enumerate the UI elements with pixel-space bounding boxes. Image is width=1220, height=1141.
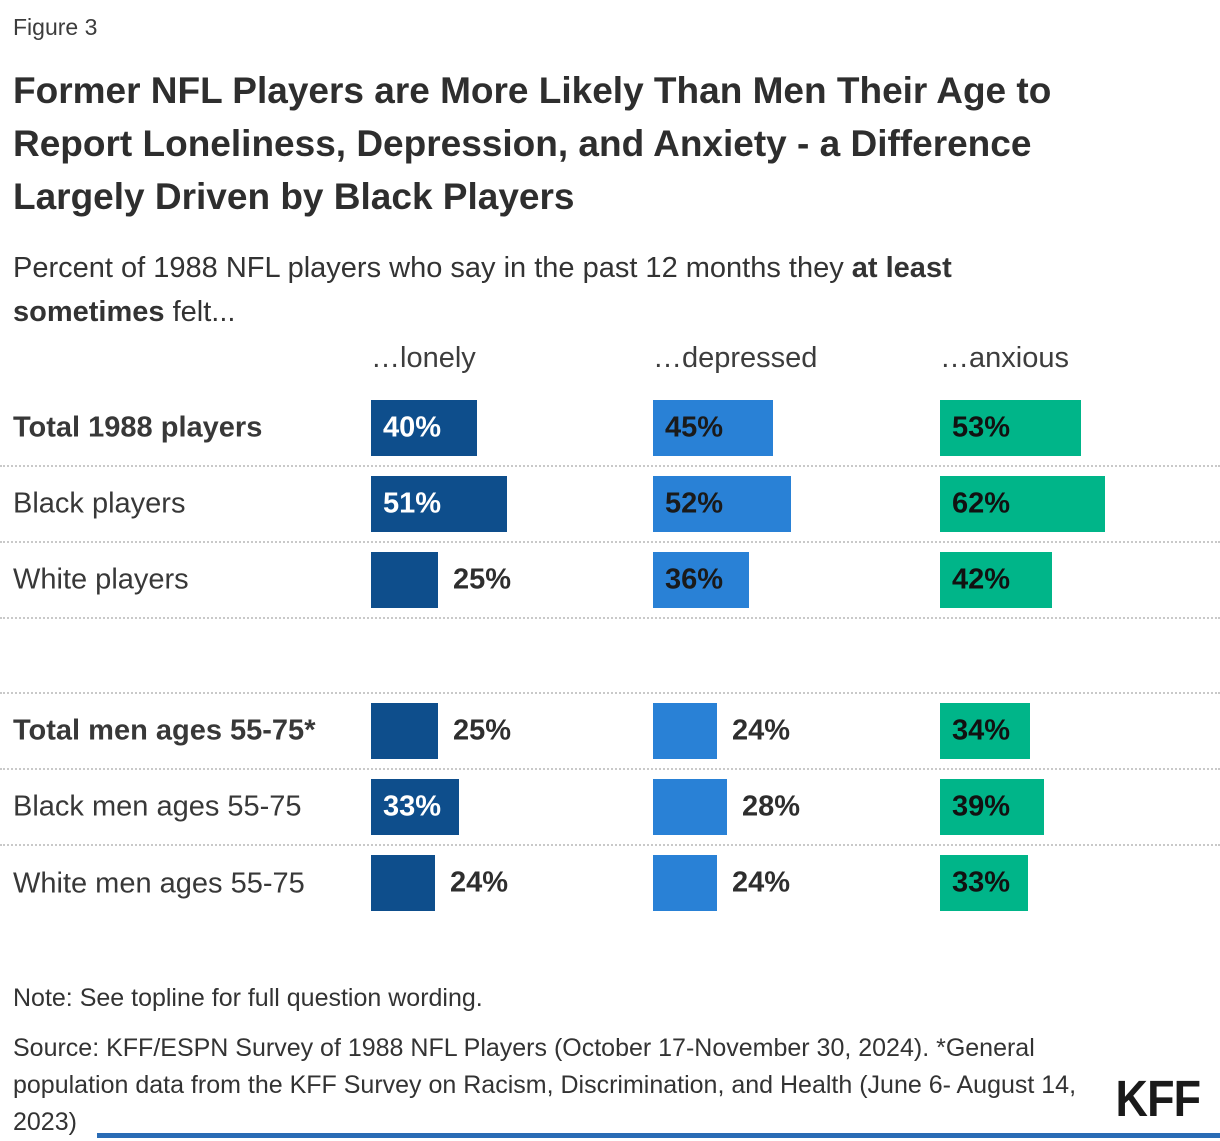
chart-title: Former NFL Players are More Likely Than … [13, 70, 1052, 217]
bar-value-label: 51% [383, 487, 442, 520]
row-label: Total men ages 55-75* [13, 714, 316, 747]
chart-subtitle: Percent of 1988 NFL players who say in t… [13, 246, 1103, 334]
footnote: Note: See topline for full question word… [13, 984, 483, 1012]
row-black-players: Black players 51% 52% 62% [0, 467, 1220, 543]
bar-value-label: 36% [665, 563, 724, 596]
row-label: Total 1988 players [13, 411, 263, 444]
bar-lonely-white-players: 25% [371, 552, 511, 608]
bar-anxious-white-men-55-75: 33% [940, 855, 1028, 911]
bar-lonely-white-men-55-75: 24% [371, 855, 508, 911]
source-line: Source: KFF/ESPN Survey of 1988 NFL Play… [13, 1034, 1077, 1136]
bar-value-label: 52% [665, 487, 724, 520]
bar-value-label: 62% [952, 487, 1011, 520]
row-label: Black men ages 55-75 [13, 790, 302, 823]
subtitle-prefix: Percent of 1988 NFL players who say in t… [13, 252, 852, 284]
bar-anxious-total-men-55-75: 34% [940, 703, 1030, 759]
row-white-men-55-75: White men ages 55-75 24% 24% 33% [0, 846, 1220, 922]
row-total-1988-players: Total 1988 players 40% 45% 53% [0, 391, 1220, 467]
bar-value-label: 33% [383, 790, 442, 823]
bar-anxious-total-1988-players: 53% [940, 400, 1081, 456]
bar-value-label: 24% [732, 714, 791, 747]
bar-value-label: 24% [732, 866, 791, 899]
bar-value-label: 33% [952, 866, 1011, 899]
row-label: White men ages 55-75 [13, 867, 305, 900]
bar-chart: …lonely …depressed …anxious Total 1988 p… [0, 342, 1220, 922]
column-header-lonely: …lonely [371, 342, 476, 374]
bar-value-label: 42% [952, 563, 1011, 596]
group-general-population: Total men ages 55-75* 25% 24% 34% Black … [0, 692, 1220, 922]
row-total-men-55-75: Total men ages 55-75* 25% 24% 34% [0, 694, 1220, 770]
group-spacer [0, 619, 1220, 692]
bar-value-label: 53% [952, 411, 1011, 444]
column-header-depressed: …depressed [653, 342, 818, 374]
bar-lonely-total-men-55-75: 25% [371, 703, 511, 759]
subtitle-suffix: felt... [164, 296, 236, 328]
column-header-anxious: …anxious [940, 342, 1069, 374]
bar-depressed-black-players: 52% [653, 476, 791, 532]
bar-anxious-black-players: 62% [940, 476, 1105, 532]
bar-value-label: 45% [665, 411, 724, 444]
subtitle-emphasis: at least sometimes [13, 252, 952, 328]
column-headers: …lonely …depressed …anxious [0, 342, 1220, 391]
bar-anxious-black-men-55-75: 39% [940, 779, 1044, 835]
bar-depressed-total-1988-players: 45% [653, 400, 773, 456]
row-label: White players [13, 563, 189, 596]
row-white-players: White players 25% 36% 42% [0, 543, 1220, 619]
bar-depressed-white-men-55-75: 24% [653, 855, 790, 911]
row-label: Black players [13, 487, 186, 520]
bar-depressed-white-players: 36% [653, 552, 749, 608]
bar-value-label: 28% [742, 790, 801, 823]
bar-value-label: 24% [450, 866, 509, 899]
bar-depressed-black-men-55-75: 28% [653, 779, 800, 835]
bar-value-label: 39% [952, 790, 1011, 823]
bar-value-label: 40% [383, 411, 442, 444]
row-black-men-55-75: Black men ages 55-75 33% 28% 39% [0, 770, 1220, 846]
figure-number: Figure 3 [13, 14, 98, 40]
bar-lonely-black-players: 51% [371, 476, 507, 532]
bar-value-label: 25% [453, 714, 512, 747]
kff-logo: KFF [1115, 1070, 1200, 1127]
bar-anxious-white-players: 42% [940, 552, 1052, 608]
bar-depressed-total-men-55-75: 24% [653, 703, 790, 759]
bar-lonely-black-men-55-75: 33% [371, 779, 459, 835]
bar-value-label: 25% [453, 563, 512, 596]
bar-value-label: 34% [952, 714, 1011, 747]
group-nfl-players: Total 1988 players 40% 45% 53% Black pla… [0, 391, 1220, 619]
bottom-accent-rule [97, 1133, 1220, 1138]
bar-lonely-total-1988-players: 40% [371, 400, 477, 456]
